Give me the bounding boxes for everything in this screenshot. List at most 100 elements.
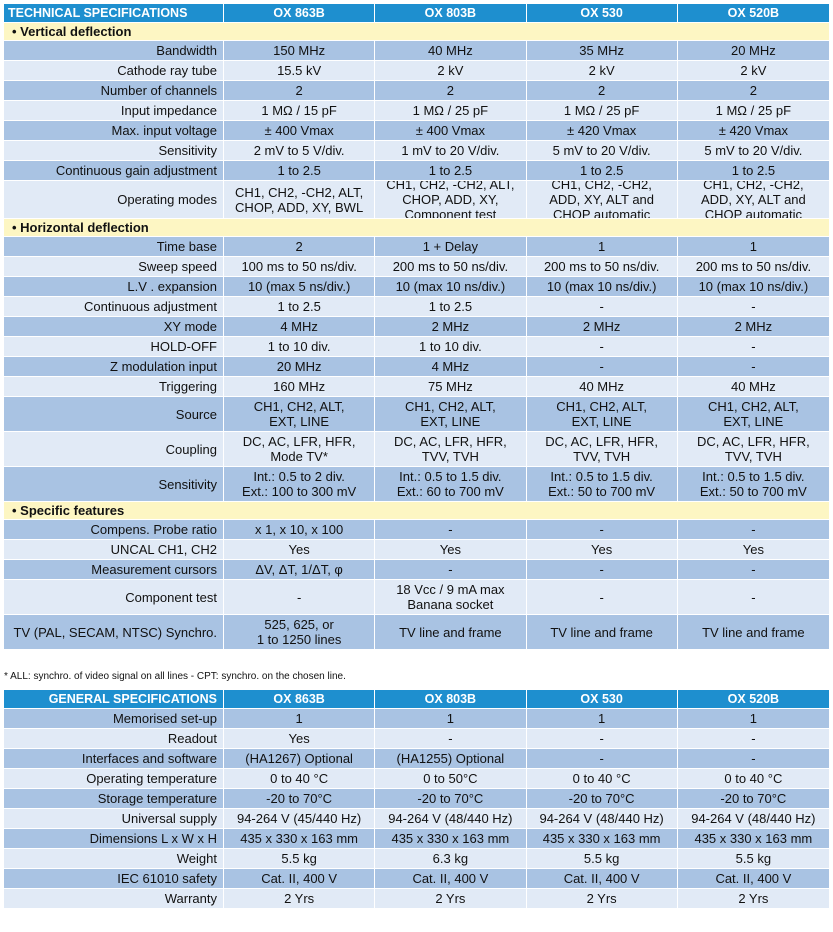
table-cell: 525, 625, or 1 to 1250 lines [224, 615, 376, 649]
table-cell: 0 to 40 °C [224, 769, 376, 788]
row-label: Source [4, 397, 224, 431]
row-label: Readout [4, 729, 224, 748]
table-cell: - [527, 729, 678, 748]
row-label: Number of channels [4, 81, 224, 100]
table-cell: 435 x 330 x 163 mm [694, 831, 813, 846]
table-cell: 2 [375, 81, 527, 100]
table-cell: - [751, 589, 756, 605]
table-cell: - [527, 337, 678, 356]
table-cell: 2 MHz [734, 319, 773, 334]
table-row: Z modulation input 20 MHz 4 MHz - - [4, 357, 829, 377]
table-cell: ΔV, ΔT, 1/ΔT, φ [224, 560, 376, 579]
table-row: Memorised set-up 1 1 1 1 [4, 709, 829, 729]
table-cell: 1 [527, 237, 678, 256]
table-row: Operating temperature 0 to 40 °C 0 to 50°C… [4, 769, 829, 789]
table-cell: CH1, CH2, -CH2, ALT, CHOP, ADD, XY, BWL [224, 181, 376, 218]
row-label: Triggering [4, 377, 224, 396]
table-cell: -20 to 70°C [720, 791, 787, 806]
row-label: Measurement cursors [4, 560, 224, 579]
table-cell: 5 mV to 20 V/div. [704, 143, 803, 158]
table-cell: x 1, x 10, x 100 [224, 520, 376, 539]
table-row: Continuous adjustment 1 to 2.5 1 to 2.5- - [4, 297, 829, 317]
table-cell: DC, AC, LFR, HFR, TVV, TVH [375, 432, 527, 466]
table-cell: 1 mV to 20 V/div. [375, 141, 527, 160]
table-cell: 10 (max 10 ns/div.) [527, 277, 678, 296]
table-row: UNCAL CH1, CH2 Yes Yes Yes Yes [4, 540, 829, 560]
table-row: L.V . expansion 10 (max 5 ns/div.) 10 (max… [4, 277, 829, 297]
row-label: Max. input voltage [4, 121, 224, 140]
model-column-header: OX 520B [727, 5, 780, 20]
table-cell: 2 Yrs [527, 889, 678, 908]
table-cell: - [527, 560, 678, 579]
table-cell: TV line and frame [702, 624, 805, 640]
table-cell: 1 [375, 709, 527, 728]
table-cell: 435 x 330 x 163 mm [375, 829, 527, 848]
table-cell: - [527, 357, 678, 376]
table-cell: Int.: 0.5 to 1.5 div. Ext.: 50 to 700 mV [527, 467, 678, 501]
table-cell: - [751, 339, 756, 354]
row-label: Continuous adjustment [4, 297, 224, 316]
table-cell: Cat. II, 400 V [224, 869, 376, 888]
row-label: Warranty [4, 889, 224, 908]
general-specifications-table: GENERAL SPECIFICATIONS OX 863B OX 803B OX 5… [4, 690, 829, 909]
table-cell: Cat. II, 400 V [375, 869, 527, 888]
table-cell: 1 [224, 709, 376, 728]
row-label: Weight [4, 849, 224, 868]
table-cell: - [751, 522, 756, 537]
table-cell: 5 mV to 20 V/div. [527, 141, 678, 160]
row-label: IEC 61010 safety [4, 869, 224, 888]
table-cell: 5.5 kg [527, 849, 678, 868]
model-column-header: OX 803B [375, 690, 527, 708]
table-row: Continuous gain adjustment 1 to 2.5 1 to 2… [4, 161, 829, 181]
table-cell: 200 ms to 50 ns/div. [695, 259, 812, 274]
table-cell: 18 Vcc / 9 mA max Banana socket [375, 580, 527, 614]
table-cell: TV line and frame [527, 615, 678, 649]
table-cell: 2 MHz [527, 317, 678, 336]
table-row: Max. input voltage ± 400 Vmax ± 400 Vmax ± … [4, 121, 829, 141]
table-cell: Int.: 0.5 to 1.5 div. Ext.: 60 to 700 mV [375, 467, 527, 501]
table-cell: 1 MΩ / 25 pF [527, 101, 678, 120]
table-cell: 20 MHz [224, 357, 376, 376]
table-cell: 5.5 kg [735, 851, 772, 866]
table-cell: 2 [749, 83, 757, 98]
table-row: Coupling DC, AC, LFR, HFR, Mode TV* DC, AC… [4, 432, 829, 467]
table-row: Sensitivity Int.: 0.5 to 2 div. Ext.: 100… [4, 467, 829, 502]
table-cell: 0 to 50°C [375, 769, 527, 788]
table-cell: 10 (max 10 ns/div.) [698, 279, 809, 294]
row-label: Sweep speed [4, 257, 224, 276]
model-column-header: OX 803B [375, 4, 527, 22]
table-cell: ± 420 Vmax [527, 121, 678, 140]
table-cell: 2 Yrs [738, 891, 769, 906]
table-row: Storage temperature -20 to 70°C -20 to 70°… [4, 789, 829, 809]
table-row: Measurement cursors ΔV, ΔT, 1/ΔT, φ--- [4, 560, 829, 580]
table-cell: 1 to 2.5 [527, 161, 678, 180]
table-cell: 2 Yrs [224, 889, 376, 908]
table-row: Triggering 160 MHz 75 MHz 40 MHz 40 MHz [4, 377, 829, 397]
table-cell: 2 Yrs [375, 889, 527, 908]
table-cell: 40 MHz [375, 41, 527, 60]
table-cell: 1 [749, 711, 757, 726]
section-heading: • Horizontal deflection [4, 219, 829, 237]
table-cell: - [751, 299, 756, 314]
table-cell: 4 MHz [375, 357, 527, 376]
table-row: Source CH1, CH2, ALT, EXT, LINE CH1, CH2, … [4, 397, 829, 432]
table-cell: (HA1267) Optional [224, 749, 376, 768]
table-cell: Cat. II, 400 V [527, 869, 678, 888]
table-cell: CH1, CH2, ALT, EXT, LINE [527, 397, 678, 431]
model-column-header: OX 863B [224, 690, 376, 708]
table-cell: - [527, 749, 678, 768]
row-label: Bandwidth [4, 41, 224, 60]
table-cell: DC, AC, LFR, HFR, TVV, TVH [697, 434, 810, 464]
table-cell: 435 x 330 x 163 mm [224, 829, 376, 848]
row-label: Cathode ray tube [4, 61, 224, 80]
model-column-header: OX 530 [527, 4, 678, 22]
table-cell: 4 MHz [224, 317, 376, 336]
table-cell: 15.5 kV [224, 61, 376, 80]
row-label: Universal supply [4, 809, 224, 828]
table-cell: 2 MHz [375, 317, 527, 336]
table-cell: 150 MHz [224, 41, 376, 60]
row-label: Z modulation input [4, 357, 224, 376]
row-label: Time base [4, 237, 224, 256]
table-header-row: TECHNICAL SPECIFICATIONS OX 863B OX 803B OX… [4, 4, 829, 23]
technical-specifications-table: TECHNICAL SPECIFICATIONS OX 863B OX 803B OX… [4, 4, 829, 650]
